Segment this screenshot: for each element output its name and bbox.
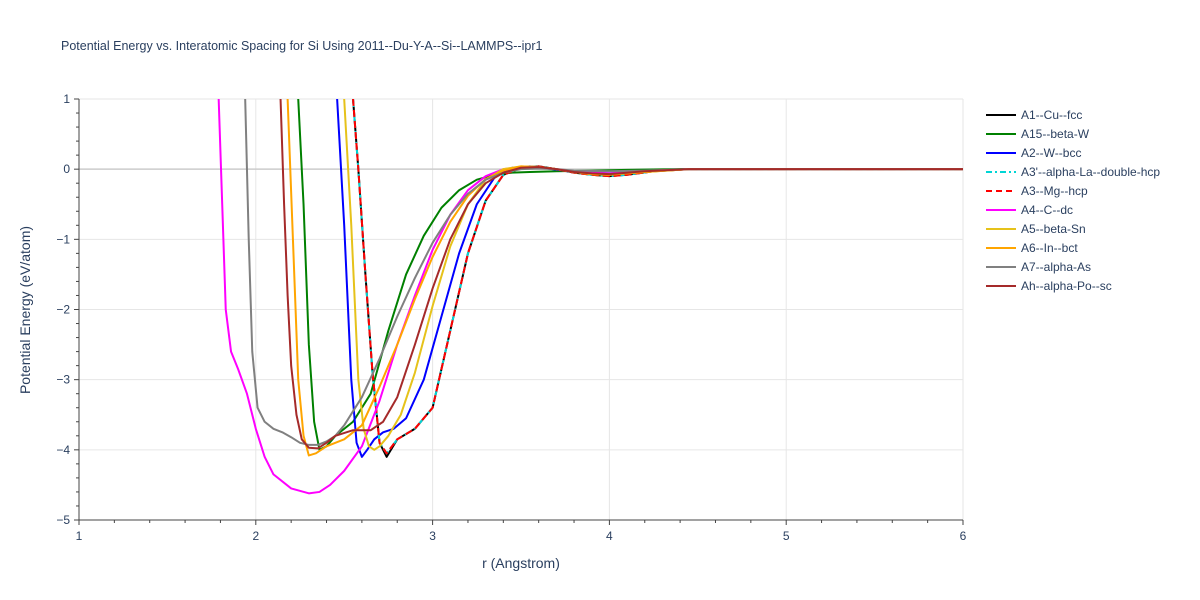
- legend-label: A1--Cu--fcc: [1021, 108, 1082, 122]
- legend-item[interactable]: A3'--alpha-La--double-hcp: [986, 165, 1160, 179]
- x-tick-label: 3: [429, 529, 436, 543]
- series-line-9: [279, 99, 963, 450]
- y-tick-label: 1: [63, 92, 70, 106]
- legend-label: Ah--alpha-Po--sc: [1021, 279, 1112, 293]
- series-group: [217, 99, 963, 495]
- y-tick-labels: 1 0 −1 −2 −3 −4 −5: [56, 92, 70, 527]
- legend-label: A3'--alpha-La--double-hcp: [1021, 165, 1160, 179]
- y-tick-label: −3: [56, 373, 70, 387]
- legend-label: A7--alpha-As: [1021, 260, 1091, 274]
- x-tick-labels: 1 2 3 4 5 6: [76, 529, 967, 543]
- y-tick-label: −1: [56, 232, 70, 246]
- axes: [74, 98, 964, 525]
- legend-label: A5--beta-Sn: [1021, 222, 1086, 236]
- legend-label: A6--In--bct: [1021, 241, 1078, 255]
- legend-item[interactable]: A1--Cu--fcc: [986, 108, 1082, 122]
- x-tick-label: 4: [606, 529, 613, 543]
- series-line-8: [244, 99, 963, 446]
- y-tick-label: −2: [56, 303, 70, 317]
- chart-title: Potential Energy vs. Interatomic Spacing…: [61, 39, 542, 53]
- legend-item[interactable]: A6--In--bct: [986, 241, 1078, 255]
- legend-label: A15--beta-W: [1021, 127, 1090, 141]
- x-axis-title: r (Angstrom): [482, 555, 560, 571]
- legend-item[interactable]: A3--Mg--hcp: [986, 184, 1088, 198]
- x-tick-label: 2: [252, 529, 259, 543]
- legend-item[interactable]: A15--beta-W: [986, 127, 1090, 141]
- legend[interactable]: A1--Cu--fcc A15--beta-W A2--W--bcc A3'--alp…: [986, 108, 1160, 293]
- y-tick-label: 0: [63, 162, 70, 176]
- x-tick-label: 6: [960, 529, 967, 543]
- legend-item[interactable]: A4--C--dc: [986, 203, 1073, 217]
- legend-label: A3--Mg--hcp: [1021, 184, 1088, 198]
- x-tick-label: 1: [76, 529, 83, 543]
- x-tick-label: 5: [783, 529, 790, 543]
- y-tick-label: −5: [56, 513, 70, 527]
- legend-item[interactable]: Ah--alpha-Po--sc: [986, 279, 1112, 293]
- y-tick-label: −4: [56, 443, 70, 457]
- series-line-4: [352, 99, 963, 455]
- legend-label: A2--W--bcc: [1021, 146, 1081, 160]
- legend-label: A4--C--dc: [1021, 203, 1073, 217]
- legend-item[interactable]: A5--beta-Sn: [986, 222, 1086, 236]
- legend-item[interactable]: A7--alpha-As: [986, 260, 1091, 274]
- legend-item[interactable]: A2--W--bcc: [986, 146, 1081, 160]
- grid: [79, 98, 964, 520]
- y-axis-title: Potential Energy (eV/atom): [17, 226, 33, 394]
